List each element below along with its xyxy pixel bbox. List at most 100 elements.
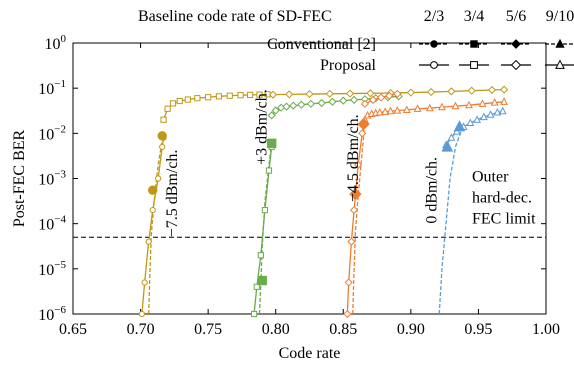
highlight-markers [257,138,277,286]
y-tick-label: 10−5 [38,259,66,279]
highlight-markers [441,120,466,152]
data-point [354,160,363,169]
power-annotation: −7.5 dBm/ch. [164,150,181,238]
data-point [510,59,522,71]
data-point [500,97,509,105]
data-point [406,88,415,97]
data-point [453,120,466,132]
x-tick-label: 0.75 [194,321,222,338]
power-annotation: +3 dBm/ch. [253,89,270,165]
legend-rate-1: 3/4 [464,8,484,25]
highlight-markers [349,117,370,201]
x-tick-label: 0.80 [262,321,290,338]
data-point [157,131,167,141]
data-point [325,89,334,98]
x-axis-label: Code rate [279,345,341,362]
data-point [268,90,278,99]
legend-rate-0: 2/3 [424,8,444,25]
x-tick-label: 0.85 [329,321,357,338]
data-point [447,87,456,96]
series-line [438,127,463,315]
series-2-3-proposal [138,134,167,318]
data-point [467,86,476,95]
series-5-6-proposal [343,120,369,319]
data-point [555,38,565,48]
y-tick-label: 10−6 [38,304,66,324]
data-point [250,310,258,318]
data-point [138,310,146,318]
annotations: −7.5 dBm/ch. +3 dBm/ch. −4.5 dBm/ch. 0 dBm/… [164,89,440,237]
data-point [358,129,367,138]
data-point [339,96,348,105]
x-tick-label: 1.00 [532,321,560,338]
data-point [347,237,356,246]
data-point [486,110,495,118]
data-point [350,95,359,104]
series-5-6-proposal [360,97,509,123]
data-point [265,167,273,174]
data-point [377,93,386,102]
data-point [381,107,390,115]
data-point [194,95,201,102]
data-point [451,101,460,110]
data-point [425,103,434,112]
data-point [257,252,264,259]
series-2-3-proposal [160,91,271,123]
data-point [349,187,362,201]
data-point [285,90,294,99]
series-line [445,110,503,146]
series-line [253,146,273,315]
data-point [215,93,223,100]
data-point [430,40,438,48]
data-point [266,138,277,149]
legend-row-label: Conventional [2] [267,36,376,53]
data-point [357,117,370,131]
x-tick-label: 0.95 [464,321,492,338]
data-point [447,133,456,141]
legend-rate-2: 5/6 [506,8,526,25]
data-point [470,61,478,69]
data-point [160,116,167,123]
data-point [257,275,267,286]
data-point [385,91,394,100]
fec-limit-label: Outer [472,168,509,185]
axes: 0.65 0.70 0.75 0.80 0.85 0.90 0.95 1.00 100 10−1 1… [11,33,560,362]
fec-limit-threshold: Outer hard-dec. FEC limit [73,168,546,238]
data-point [267,111,276,120]
data-point [393,89,402,98]
data-point [437,102,446,111]
series-9-10-conventional [438,127,463,315]
data-point [386,106,395,115]
x-tick-label: 0.65 [59,321,87,338]
data-point [393,106,402,114]
fec-limit-label: hard-dec. [472,189,532,206]
data-point [500,85,509,94]
data-point [237,92,244,99]
series-line [141,137,165,315]
y-axis-label: Post-FEC BER [11,129,28,227]
y-tick-label: 100 [45,33,67,53]
data-point [226,92,233,99]
data-point [305,89,314,99]
data-point [478,99,487,107]
data-point [256,91,263,98]
data-point [282,102,291,111]
data-point [149,206,156,214]
series-3-4-proposal [250,143,275,318]
highlight-markers [148,131,167,195]
series-line [352,124,366,315]
data-point [343,309,352,319]
data-point [253,283,260,290]
x-tick-label: 0.90 [397,321,425,338]
data-point [159,143,166,151]
y-tick-label: 10−2 [38,123,66,143]
data-point [487,85,497,95]
legend: Baseline code rate of SD-FEC 2/3 3/4 5/6 9/1… [138,8,574,74]
data-point [490,98,499,106]
data-point [511,39,521,49]
y-tick-label: 10−3 [38,169,66,189]
series-5-6-conventional [352,124,366,315]
data-point [141,279,148,286]
data-point [145,238,152,245]
data-point [345,89,355,98]
